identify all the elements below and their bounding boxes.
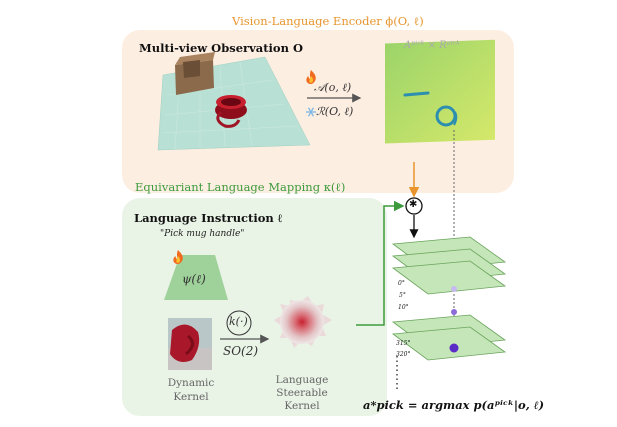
snowflake-icon [306, 107, 316, 117]
rotation-loop [226, 310, 252, 336]
observation-label: Multi-view Observation O [139, 41, 303, 55]
peak-max [449, 343, 459, 353]
mapping-title: Equivariant Language Mapping κ(ℓ) [135, 180, 346, 194]
angle-315: 315° [396, 340, 411, 347]
instruction-text: "Pick mug handle" [160, 229, 245, 239]
observation-image [157, 52, 311, 151]
peak-faint [451, 286, 457, 292]
encoder-title: Vision-Language Encoder ϕ(O, ℓ) [232, 14, 424, 28]
k-label: k(·) [229, 315, 248, 328]
angle-10: 10° [398, 304, 409, 311]
peak-mid [451, 309, 457, 315]
so2-label: SO(2) [223, 344, 259, 358]
rotation-stack [391, 236, 507, 361]
angle-0: 0° [398, 280, 405, 287]
layer-320 [391, 326, 507, 361]
convolution-symbol: ✱ [409, 199, 418, 210]
rotation-label: ℛ(O, ℓ) [316, 105, 354, 118]
psi-label: ψ(ℓ) [182, 272, 206, 286]
angle-5: 5° [399, 292, 406, 299]
output-equation: a*pick = argmax p(aᵖⁱᶜᵏ|o, ℓ) [363, 398, 545, 412]
instruction-label: Language Instruction ℓ [134, 211, 283, 225]
pick-map-label: Aᵖⁱᶜᵏ × Rᵖⁱᶜᵏ [404, 40, 460, 51]
steerable-kernel-label: Language Steerable Kernel [275, 374, 329, 412]
angle-320: 320° [396, 351, 411, 358]
text-encoder-shape [164, 255, 228, 300]
attention-label: 𝒜(o, ℓ) [314, 81, 352, 94]
pick-map [385, 39, 495, 144]
fire-icon [173, 250, 183, 264]
dynamic-kernel-image [168, 318, 212, 370]
fire-icon [306, 70, 316, 84]
kernel-arrow [356, 200, 405, 326]
steerable-kernel-image [274, 296, 332, 348]
convolution-node [405, 197, 423, 215]
layer-10 [391, 260, 507, 295]
dynamic-kernel-label: Dynamic Kernel [167, 377, 215, 403]
